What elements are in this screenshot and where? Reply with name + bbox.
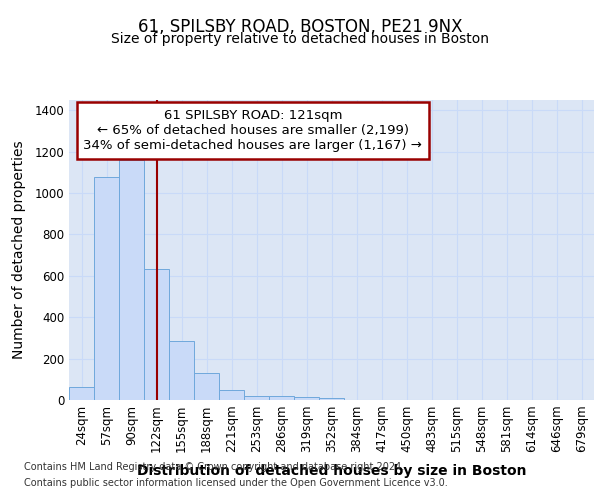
Bar [69, 386, 94, 400]
Bar [244, 396, 269, 400]
Bar [319, 398, 344, 400]
Text: Contains public sector information licensed under the Open Government Licence v3: Contains public sector information licen… [24, 478, 448, 488]
Text: 61, SPILSBY ROAD, BOSTON, PE21 9NX: 61, SPILSBY ROAD, BOSTON, PE21 9NX [138, 18, 462, 36]
Bar [94, 176, 119, 400]
Text: Contains HM Land Registry data © Crown copyright and database right 2024.: Contains HM Land Registry data © Crown c… [24, 462, 404, 472]
Bar [194, 373, 219, 400]
Bar [144, 268, 169, 400]
X-axis label: Distribution of detached houses by size in Boston: Distribution of detached houses by size … [137, 464, 526, 477]
Bar [294, 397, 319, 400]
Bar [269, 396, 294, 400]
Bar [119, 160, 144, 400]
Bar [219, 390, 244, 400]
Text: 61 SPILSBY ROAD: 121sqm
← 65% of detached houses are smaller (2,199)
34% of semi: 61 SPILSBY ROAD: 121sqm ← 65% of detache… [83, 109, 422, 152]
Text: Size of property relative to detached houses in Boston: Size of property relative to detached ho… [111, 32, 489, 46]
Y-axis label: Number of detached properties: Number of detached properties [12, 140, 26, 360]
Bar [169, 341, 194, 400]
